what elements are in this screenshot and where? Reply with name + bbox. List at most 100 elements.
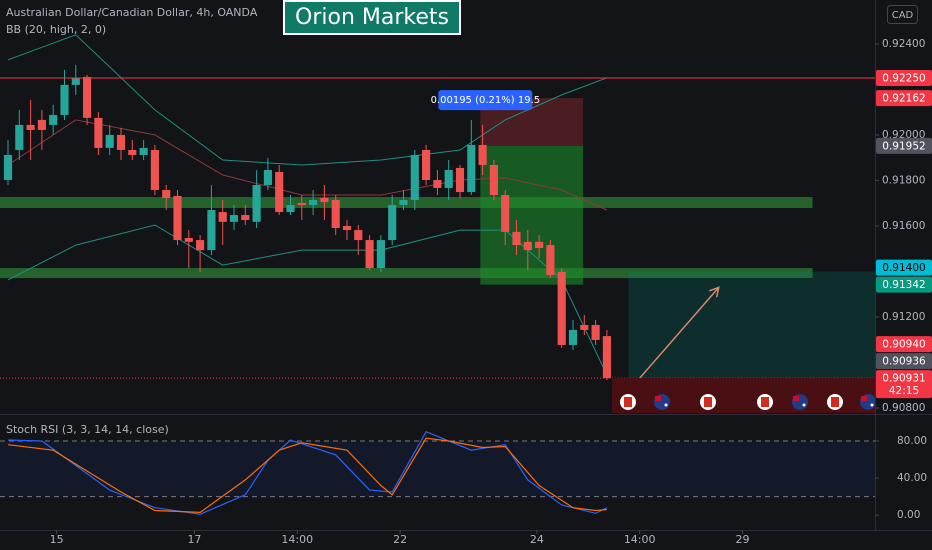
position-label-box bbox=[438, 90, 533, 111]
price-marker bbox=[876, 336, 932, 353]
event-icon bbox=[792, 394, 808, 410]
candle-body bbox=[207, 210, 216, 251]
x-tick-label: 22 bbox=[393, 533, 407, 546]
y-tick-label: 0.91600 bbox=[882, 220, 925, 232]
price-marker-label: 0.90940 bbox=[882, 339, 925, 351]
price-marker-label: 0.92250 bbox=[882, 73, 925, 85]
candle-body bbox=[241, 215, 250, 221]
position-label: 0.00195 (0.21%) 19.5 bbox=[431, 95, 541, 106]
candle-body bbox=[94, 117, 103, 148]
candle-body bbox=[173, 195, 182, 241]
y-tick-label: 0.92400 bbox=[882, 38, 925, 50]
candle-body bbox=[3, 154, 13, 180]
x-tick-label: 14:00 bbox=[624, 533, 656, 546]
candle-body bbox=[139, 147, 148, 155]
x-tick-label: 14:00 bbox=[281, 533, 313, 546]
candle-body bbox=[116, 134, 126, 150]
candle-body bbox=[26, 124, 35, 130]
x-tick-label: 15 bbox=[50, 533, 64, 546]
price-marker-label: 0.92162 bbox=[882, 93, 925, 105]
candle-body bbox=[331, 200, 340, 229]
candle-body bbox=[286, 205, 295, 213]
event-icon bbox=[860, 394, 876, 410]
candle-body bbox=[354, 230, 363, 241]
candle-body bbox=[478, 144, 487, 165]
stoch-line bbox=[7, 430, 608, 515]
candle-body bbox=[71, 77, 80, 85]
candle-body bbox=[309, 200, 318, 206]
candle-body bbox=[602, 336, 611, 379]
candle-body bbox=[546, 245, 555, 275]
candle-body bbox=[229, 215, 239, 222]
candle-body bbox=[252, 184, 261, 222]
indicator-label: BB (20, high, 2, 0) bbox=[6, 23, 106, 36]
price-marker bbox=[876, 90, 932, 107]
candle-body bbox=[433, 179, 442, 188]
watermark: Orion Markets bbox=[295, 5, 449, 30]
candle-body bbox=[444, 169, 453, 188]
candle-body bbox=[105, 134, 114, 148]
currency[interactable]: CAD bbox=[892, 10, 914, 21]
price-marker-label: 0.90936 bbox=[882, 356, 926, 368]
candle-body bbox=[162, 190, 171, 198]
projection-box bbox=[628, 271, 875, 379]
currency-button[interactable] bbox=[887, 5, 918, 24]
price-marker bbox=[876, 70, 932, 87]
price-marker bbox=[876, 259, 932, 276]
candle-body bbox=[320, 197, 329, 203]
stoch-band bbox=[0, 440, 875, 497]
events-strip bbox=[612, 378, 876, 413]
candle-body bbox=[37, 119, 46, 130]
stoch-y-tick-label: 80.00 bbox=[897, 435, 927, 447]
candle-body bbox=[376, 240, 385, 269]
candle-body bbox=[342, 225, 352, 231]
y-tick-label: 0.91200 bbox=[882, 311, 925, 323]
candle-body bbox=[568, 329, 578, 345]
event-icon bbox=[757, 394, 773, 410]
price-marker-label: 0.91400 bbox=[882, 262, 925, 274]
candle-body bbox=[128, 149, 137, 155]
candle-body bbox=[489, 164, 498, 196]
candle-body bbox=[60, 84, 69, 115]
projection-arrow bbox=[639, 286, 720, 379]
event-icon bbox=[827, 394, 843, 410]
y-tick-label: 0.91800 bbox=[882, 174, 925, 186]
candle-body bbox=[591, 324, 600, 340]
price-marker bbox=[876, 370, 932, 399]
price-marker bbox=[876, 137, 932, 154]
candle-body bbox=[150, 149, 159, 191]
candle-body bbox=[275, 172, 284, 213]
countdown: 42:15 bbox=[889, 385, 919, 397]
price-marker bbox=[876, 276, 932, 293]
candle-body bbox=[263, 169, 272, 185]
price-marker bbox=[876, 353, 932, 370]
y-tick-label: 0.90800 bbox=[882, 402, 925, 414]
candle-body bbox=[535, 241, 544, 249]
symbol-title: Australian Dollar/Canadian Dollar, 4h, O… bbox=[6, 6, 258, 19]
candle-body bbox=[15, 124, 24, 150]
candle-body bbox=[49, 114, 58, 125]
candle-body bbox=[83, 76, 92, 118]
price-marker-label: 0.91952 bbox=[882, 140, 925, 152]
arrow-head bbox=[709, 286, 720, 298]
candle-body bbox=[184, 238, 193, 242]
candle-body bbox=[365, 240, 374, 269]
candle-body bbox=[388, 205, 397, 241]
axes: 0.924000.920000.918000.916000.912000.908… bbox=[50, 38, 932, 546]
zone bbox=[0, 268, 813, 279]
bb-lower bbox=[7, 224, 608, 376]
candle-body bbox=[467, 144, 476, 193]
stoch-line bbox=[7, 437, 607, 514]
stoch-y-tick-label: 40.00 bbox=[897, 472, 927, 484]
candle-body bbox=[196, 240, 205, 251]
bb-basis bbox=[7, 119, 608, 211]
event-icon bbox=[700, 394, 716, 410]
candle-body bbox=[557, 271, 566, 345]
event-icon bbox=[620, 394, 636, 410]
candle-body bbox=[501, 195, 510, 232]
candle-body bbox=[580, 324, 589, 330]
candle-body bbox=[297, 202, 306, 206]
candle-body bbox=[512, 231, 521, 246]
event-icon bbox=[654, 394, 670, 410]
